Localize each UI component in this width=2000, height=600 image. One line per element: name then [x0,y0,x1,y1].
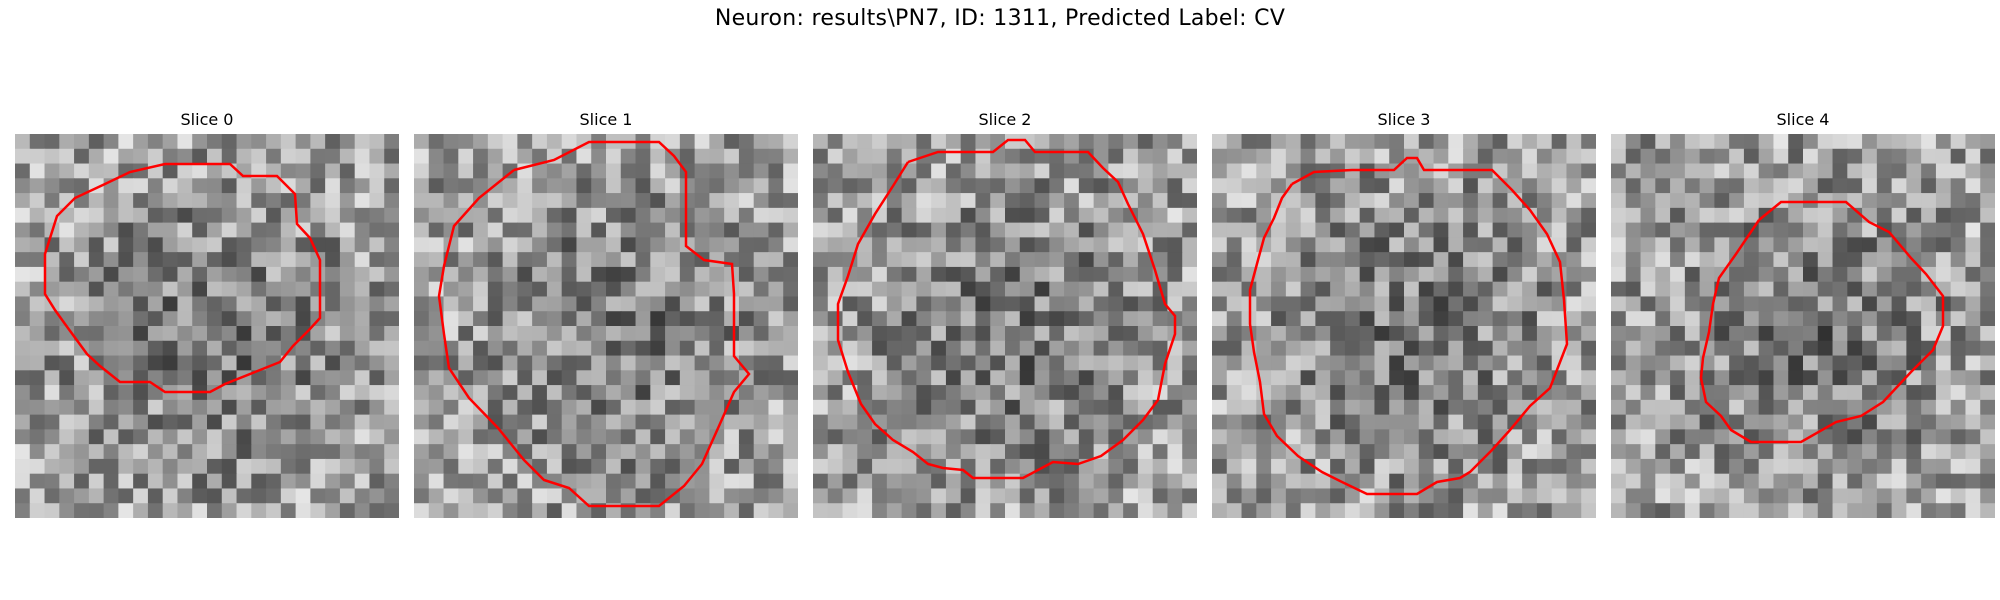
slice-canvas-1 [414,134,798,518]
grayscale-pixels-2 [813,134,1197,518]
slice-canvas-0 [15,134,399,518]
cell-contour-3 [1248,156,1569,496]
slice-image-2 [813,134,1197,518]
cell-contour-4 [1699,200,1945,444]
slice-canvas-4 [1611,134,1995,518]
slice-title-4: Slice 4 [1776,110,1830,129]
slice-title-2: Slice 2 [978,110,1032,129]
slice-image-4 [1611,134,1995,518]
cell-contour-1 [437,140,751,508]
grayscale-pixels-1 [414,134,798,518]
grayscale-pixels-4 [1611,134,1995,518]
slice-image-3 [1212,134,1596,518]
slice-title-3: Slice 3 [1377,110,1431,129]
slice-image-0 [15,134,399,518]
cell-contour-2 [836,138,1177,480]
slice-canvas-2 [813,134,1197,518]
grayscale-pixels-0 [15,134,399,518]
slice-canvas-3 [1212,134,1596,518]
slice-title-1: Slice 1 [579,110,633,129]
cell-contour-0 [43,162,322,394]
grayscale-pixels-3 [1212,134,1596,518]
figure-title: Neuron: results\PN7, ID: 1311, Predicted… [714,6,1286,31]
slice-image-1 [414,134,798,518]
slice-title-0: Slice 0 [180,110,234,129]
